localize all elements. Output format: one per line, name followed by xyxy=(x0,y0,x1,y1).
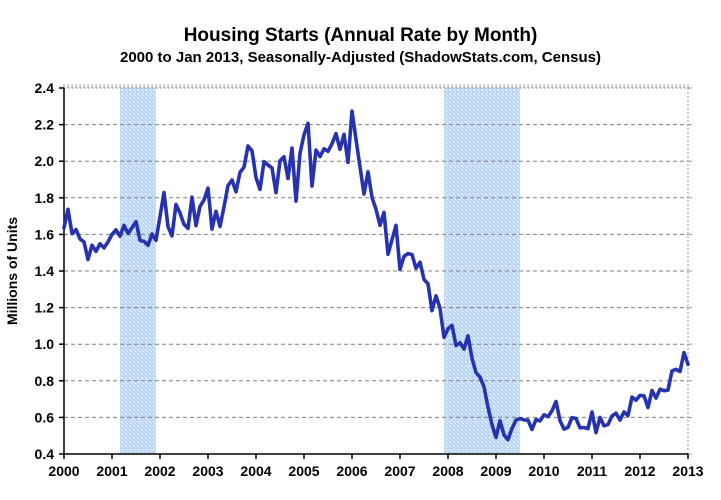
y-tick-label: 0.8 xyxy=(35,373,55,389)
y-tick-label: 2.4 xyxy=(35,80,55,96)
x-tick-label: 2004 xyxy=(240,463,271,479)
y-tick-label: 1.8 xyxy=(35,190,55,206)
x-tick-label: 2013 xyxy=(672,463,703,479)
x-tick-label: 2003 xyxy=(192,463,223,479)
y-axis-label: Millions of Units xyxy=(4,217,20,325)
x-tick-label: 2011 xyxy=(577,463,608,479)
x-tick-label: 2005 xyxy=(288,463,319,479)
y-tick-label: 2.2 xyxy=(35,117,55,133)
x-tick-label: 2012 xyxy=(624,463,655,479)
x-tick-label: 2010 xyxy=(528,463,559,479)
data-line-housing-starts xyxy=(62,109,690,442)
y-tick-label: 1.0 xyxy=(35,336,55,352)
y-tick-label: 0.6 xyxy=(35,409,55,425)
y-tick-label: 2.0 xyxy=(35,153,55,169)
x-tick-label: 2007 xyxy=(384,463,415,479)
x-tick-label: 2008 xyxy=(432,463,463,479)
x-tick-label: 2006 xyxy=(336,463,367,479)
x-tick-label: 2000 xyxy=(48,463,79,479)
x-tick-label: 2001 xyxy=(96,463,127,479)
x-tick-label: 2002 xyxy=(144,463,175,479)
chart-title: Housing Starts (Annual Rate by Month) xyxy=(183,25,538,46)
x-tick-label: 2009 xyxy=(480,463,511,479)
y-tick-label: 1.6 xyxy=(35,226,55,242)
y-tick-label: 1.2 xyxy=(35,300,55,316)
chart-subtitle: 2000 to Jan 2013, Seasonally-Adjusted (S… xyxy=(120,49,601,66)
y-tick-label: 1.4 xyxy=(35,263,55,279)
y-tick-label: 0.4 xyxy=(35,446,55,462)
